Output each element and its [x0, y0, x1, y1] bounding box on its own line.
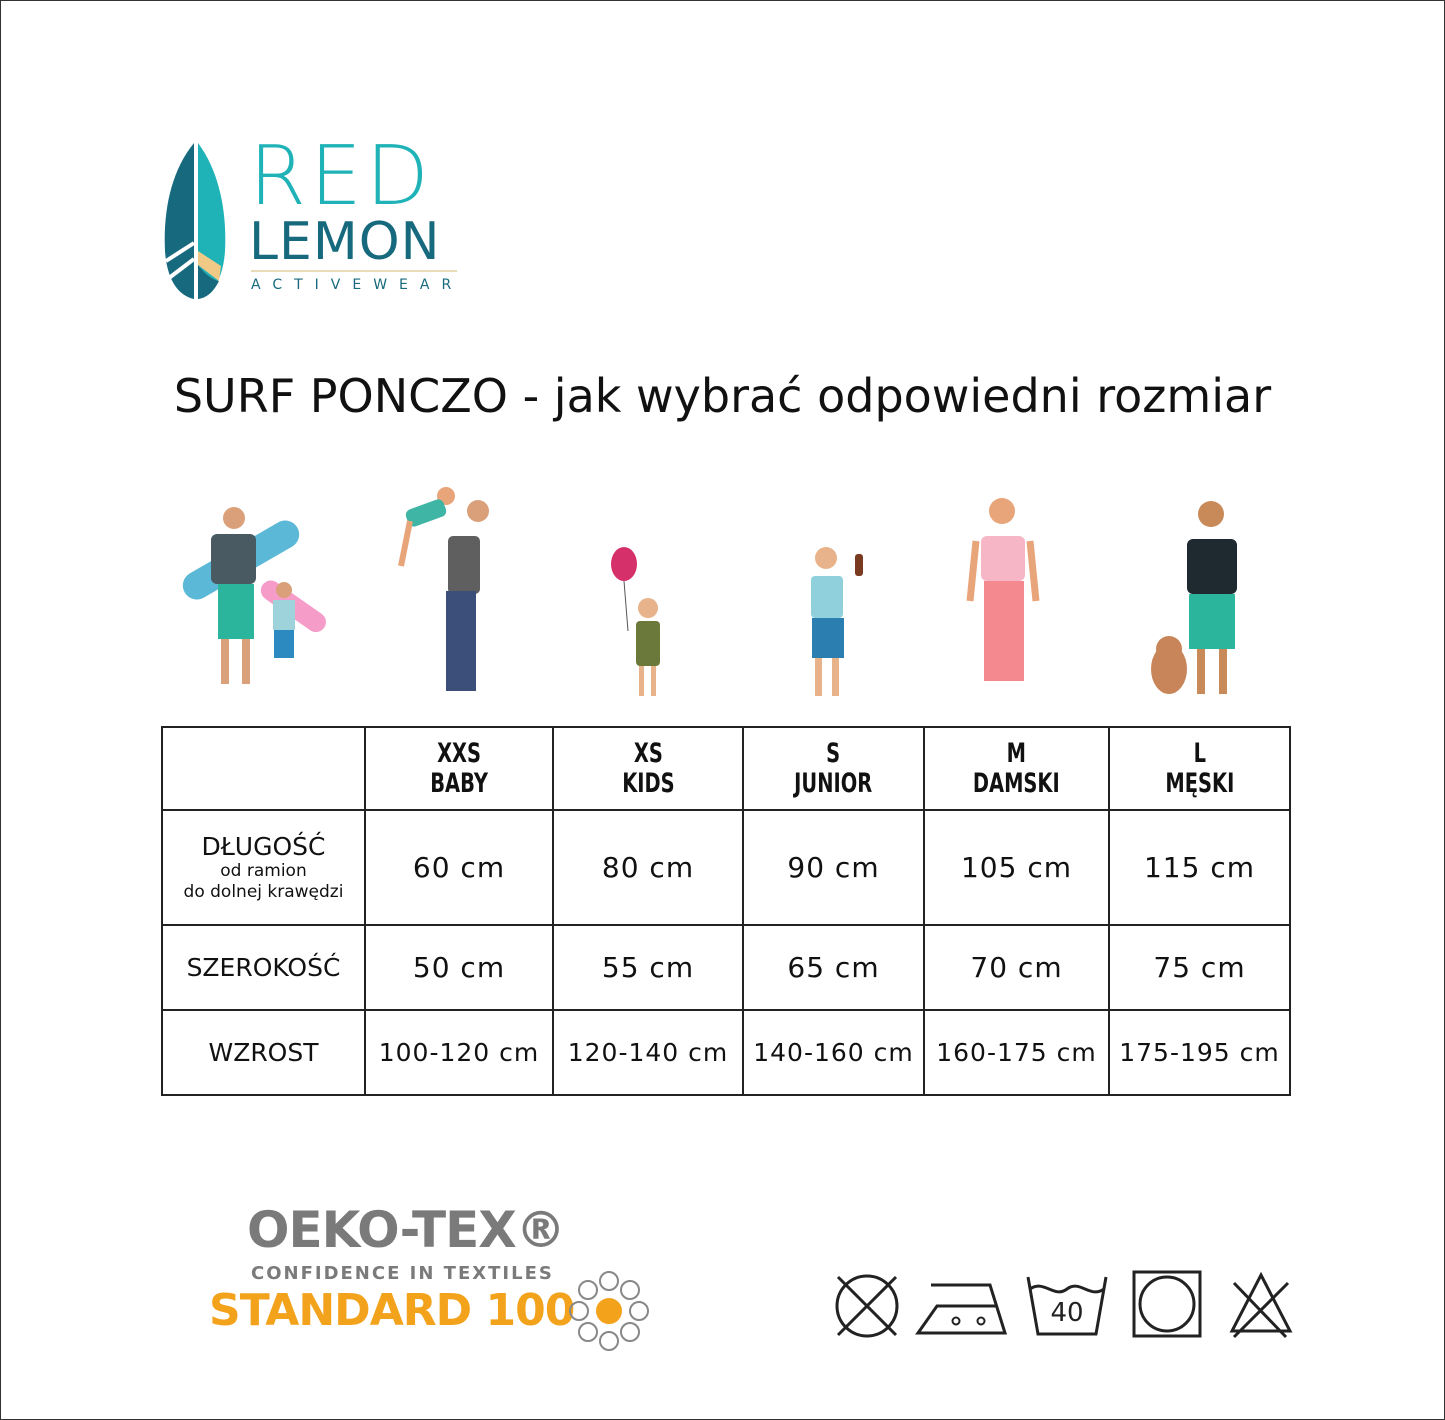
table-cell: 55 cm: [552, 924, 744, 1011]
father-son-surfboards-illustration: [182, 507, 326, 684]
header-l: L MĘSKI: [1108, 726, 1291, 811]
logo-red: RED: [249, 129, 433, 224]
surfboard-icon: [164, 143, 226, 299]
oeko-tex-flower-icon: [569, 1271, 649, 1351]
table-cell: 75 cm: [1108, 924, 1291, 1011]
header-xxs: XXS BABY: [364, 726, 554, 811]
table-cell: 60 cm: [364, 809, 554, 926]
row-label-length: DŁUGOŚĆ od ramion do dolnej krawędzi: [161, 809, 366, 926]
header-xs: XS KIDS: [552, 726, 744, 811]
header-s: S JUNIOR: [742, 726, 925, 811]
table-cell: 90 cm: [742, 809, 925, 926]
oeko-tex-tagline: CONFIDENCE IN TEXTILES: [251, 1263, 554, 1284]
man-with-dog-illustration: [1151, 501, 1237, 694]
oeko-tex-standard: STANDARD 100: [209, 1285, 575, 1336]
table-row-height: WZROST 100-120 cm 120-140 cm 140-160 cm …: [161, 1009, 1291, 1096]
table-cell: 100-120 cm: [364, 1009, 554, 1096]
row-label-height: WZROST: [161, 1009, 366, 1096]
logo-activewear: ACTIVEWEAR: [251, 277, 464, 293]
oeko-tex-title: OEKO-TEX®: [247, 1201, 566, 1259]
table-header-row: XXS BABY XS KIDS S JUNIOR M DAMSKI L MĘSKI: [161, 726, 1291, 811]
table-cell: 175-195 cm: [1108, 1009, 1291, 1096]
table-cell: 70 cm: [923, 924, 1110, 1011]
table-cell: 50 cm: [364, 924, 554, 1011]
table-cell: 65 cm: [742, 924, 925, 1011]
do-not-bleach-icon: [1229, 1271, 1293, 1339]
table-row-width: SZEROKOŚĆ 50 cm 55 cm 65 cm 70 cm 75 cm: [161, 924, 1291, 1011]
iron-medium-icon: [915, 1283, 1008, 1335]
boy-with-ice-cream-illustration: [811, 547, 863, 696]
table-cell: 140-160 cm: [742, 1009, 925, 1096]
girl-with-balloon-illustration: [611, 547, 660, 696]
table-cell: 80 cm: [552, 809, 744, 926]
wash-40-icon: 40: [1026, 1276, 1108, 1336]
wash-temperature: 40: [1050, 1298, 1083, 1328]
woman-illustration: [966, 498, 1040, 681]
red-lemon-logo: RED LEMON ACTIVEWEAR: [161, 136, 471, 301]
table-cell: 160-175 cm: [923, 1009, 1110, 1096]
size-table: XXS BABY XS KIDS S JUNIOR M DAMSKI L MĘSKI DŁ…: [161, 726, 1291, 1096]
row-label-width: SZEROKOŚĆ: [161, 924, 366, 1011]
table-corner-cell: [161, 726, 366, 811]
dry-clean-icon: [1132, 1270, 1202, 1338]
page-title: SURF PONCZO - jak wybrać odpowiedni rozm…: [173, 369, 1272, 423]
logo-rule: [251, 270, 457, 272]
table-cell: 115 cm: [1108, 809, 1291, 926]
do-not-tumble-dry-icon: [835, 1274, 899, 1338]
table-cell: 120-140 cm: [552, 1009, 744, 1096]
father-lifting-child-illustration: [398, 487, 489, 691]
header-m: M DAMSKI: [923, 726, 1110, 811]
table-row-length: DŁUGOŚĆ od ramion do dolnej krawędzi 60 cm…: [161, 809, 1291, 926]
logo-lemon: LEMON: [249, 212, 441, 272]
table-cell: 105 cm: [923, 809, 1110, 926]
